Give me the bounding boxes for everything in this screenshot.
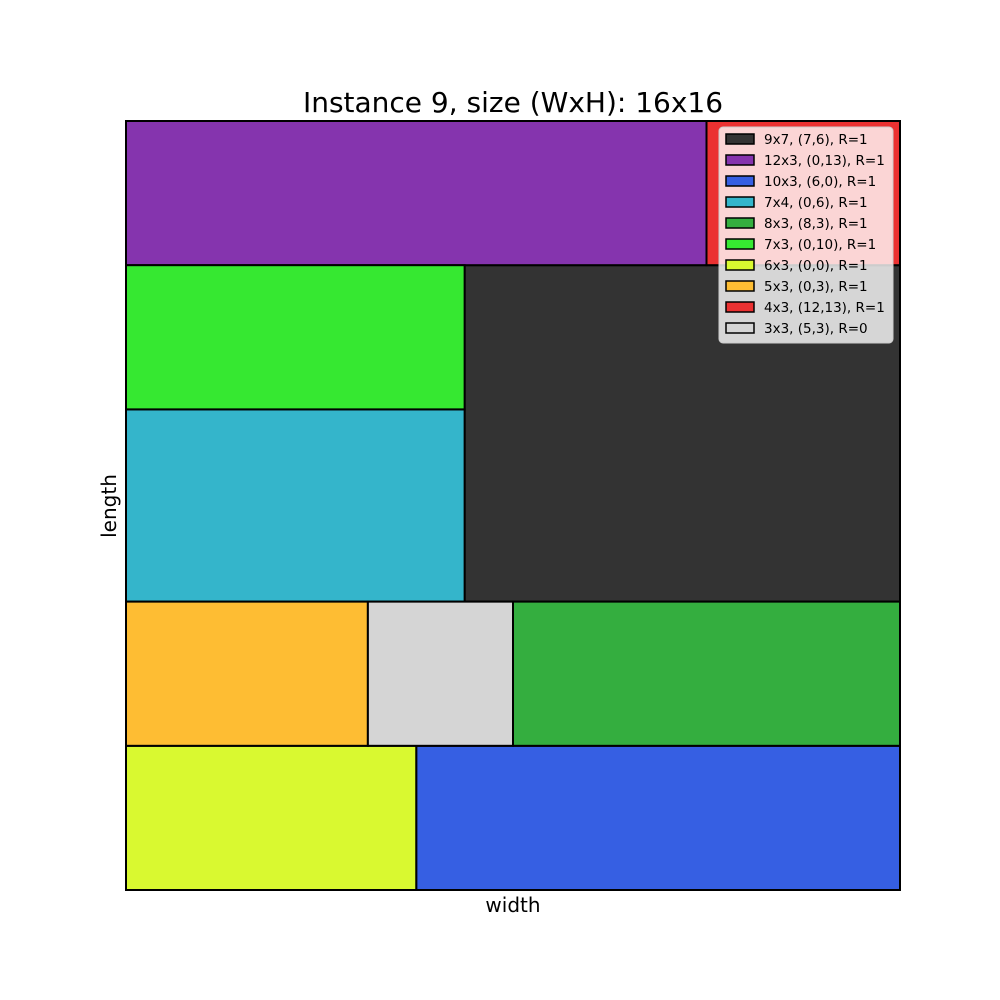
legend-swatch-2 xyxy=(725,154,755,166)
packed-rect-4 xyxy=(125,408,466,603)
packed-rect-6 xyxy=(125,264,466,411)
packed-rect-7 xyxy=(125,744,418,891)
legend-swatch-8 xyxy=(725,280,755,292)
legend-label-3: 10x3, (6,0), R=1 xyxy=(764,174,876,190)
legend-label-5: 8x3, (8,3), R=1 xyxy=(764,216,868,232)
legend-swatch-10 xyxy=(725,322,755,334)
legend-label-6: 7x3, (0,10), R=1 xyxy=(764,237,876,253)
legend-swatch-5 xyxy=(725,217,755,229)
legend-label-2: 12x3, (0,13), R=1 xyxy=(764,153,885,169)
packed-rect-2 xyxy=(125,120,708,267)
legend-swatch-4 xyxy=(725,196,755,208)
y-axis-label: length xyxy=(97,474,121,538)
legend-label-10: 3x3, (5,3), R=0 xyxy=(764,321,868,337)
x-axis-label: width xyxy=(485,893,540,917)
legend-label-8: 5x3, (0,3), R=1 xyxy=(764,279,868,295)
legend-swatch-6 xyxy=(725,238,755,250)
packed-rect-8 xyxy=(125,600,369,747)
plot-frame xyxy=(125,120,901,891)
legend-label-1: 9x7, (7,6), R=1 xyxy=(764,132,868,148)
legend-label-9: 4x3, (12,13), R=1 xyxy=(764,300,885,316)
legend-swatch-7 xyxy=(725,259,755,271)
legend: 9x7, (7,6), R=1 12x3, (0,13), R=1 10x3, (6… xyxy=(718,126,894,344)
legend-box xyxy=(718,126,894,344)
legend-label-7: 6x3, (0,0), R=1 xyxy=(764,258,868,274)
legend-label-4: 7x4, (0,6), R=1 xyxy=(764,195,868,211)
packed-rect-3 xyxy=(415,744,901,891)
legend-swatch-3 xyxy=(725,175,755,187)
packed-rect-10 xyxy=(366,600,514,747)
packed-rect-5 xyxy=(512,600,901,747)
legend-swatch-1 xyxy=(725,133,755,145)
legend-swatch-9 xyxy=(725,301,755,313)
rectangles-group xyxy=(125,120,901,891)
chart-title: Instance 9, size (WxH): 16x16 xyxy=(303,86,723,119)
